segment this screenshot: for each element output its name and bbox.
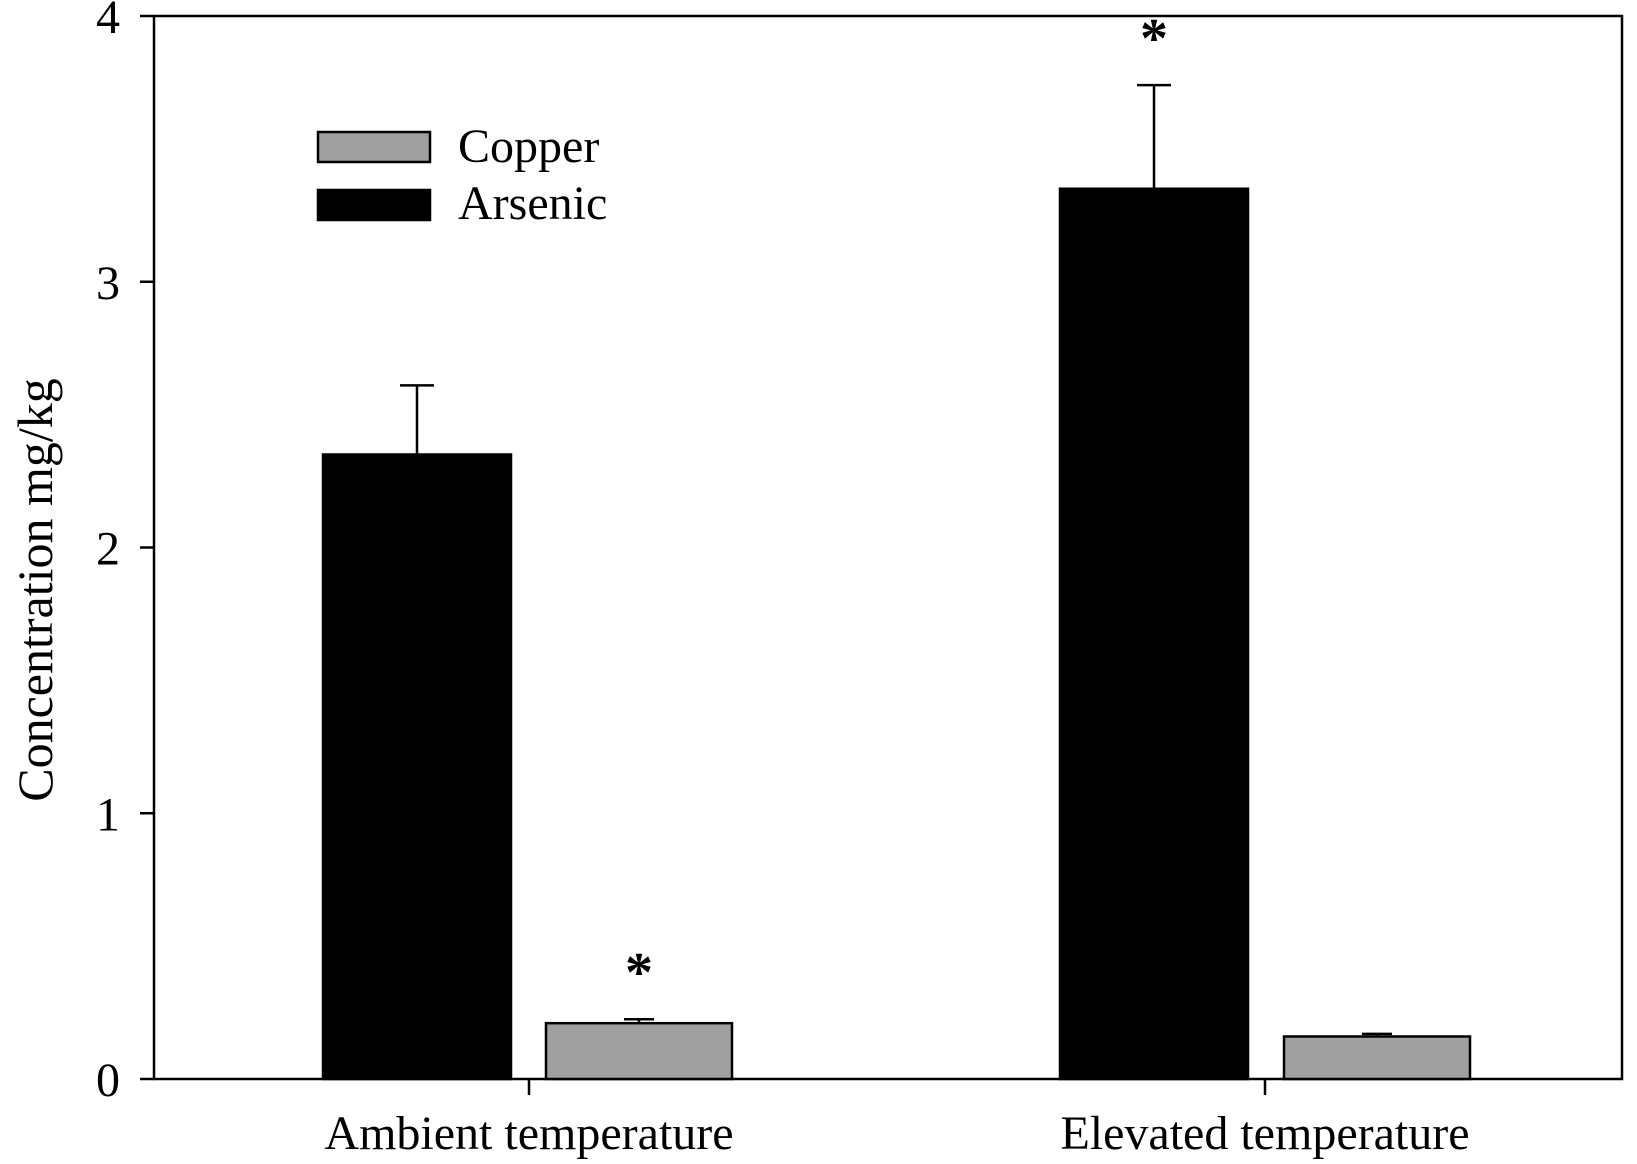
legend-swatch-arsenic xyxy=(316,188,432,222)
significance-marks: ** xyxy=(625,8,1168,1004)
significance-star: * xyxy=(1140,8,1168,70)
bars xyxy=(321,187,1472,1081)
legend-label-copper: Copper xyxy=(458,120,599,173)
y-tick-label: 4 xyxy=(96,0,120,44)
significance-star: * xyxy=(625,942,653,1004)
y-tick-label: 0 xyxy=(96,1054,120,1107)
legend-swatch-copper xyxy=(316,130,432,164)
bar-copper xyxy=(1282,1035,1472,1081)
bar-copper xyxy=(544,1021,734,1081)
bar-arsenic xyxy=(1058,187,1250,1081)
error-bars xyxy=(400,83,1392,1037)
y-tick-label: 1 xyxy=(96,788,120,841)
x-axis: Ambient temperature Elevated temperature xyxy=(324,1079,1470,1160)
legend-label-arsenic: Arsenic xyxy=(458,177,607,230)
x-tick-label: Ambient temperature xyxy=(324,1107,733,1160)
bar-arsenic xyxy=(321,453,513,1081)
y-tick-label: 2 xyxy=(96,523,120,576)
y-axis: 0 1 2 3 4 xyxy=(96,0,154,1107)
y-axis-label: Concentration mg/kg xyxy=(7,378,63,802)
y-tick-label: 3 xyxy=(96,257,120,310)
x-tick-label: Elevated temperature xyxy=(1060,1107,1469,1160)
